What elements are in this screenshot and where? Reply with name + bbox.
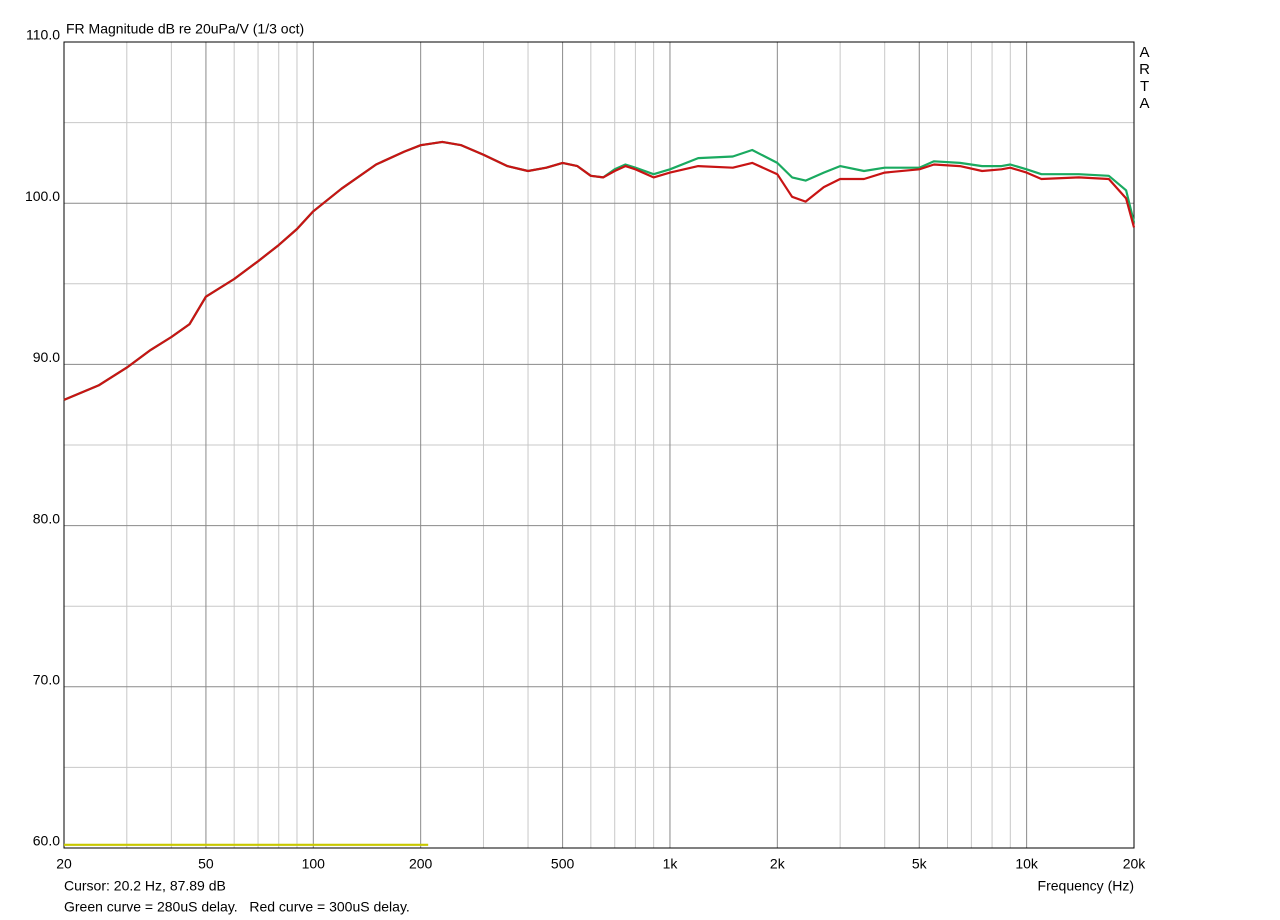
x-tick-label: 2k: [770, 856, 786, 872]
y-tick-label: 90.0: [33, 349, 60, 365]
y-tick-label: 100.0: [25, 188, 60, 204]
chart-title: FR Magnitude dB re 20uPa/V (1/3 oct): [66, 21, 304, 37]
x-tick-label: 1k: [663, 856, 679, 872]
cursor-readout: Cursor: 20.2 Hz, 87.89 dB: [64, 878, 226, 894]
x-tick-label: 50: [198, 856, 214, 872]
y-tick-label: 70.0: [33, 672, 60, 688]
x-tick-label: 200: [409, 856, 433, 872]
x-tick-label: 20: [56, 856, 72, 872]
x-tick-label: 100: [302, 856, 326, 872]
curve-note: Green curve = 280uS delay. Red curve = 3…: [64, 899, 410, 915]
brand: ARTA: [1136, 44, 1153, 112]
x-tick-label: 5k: [912, 856, 928, 872]
curve: [63, 140, 1136, 401]
x-tick-label: 20k: [1123, 856, 1147, 872]
y-tick-label: 60.0: [33, 833, 60, 849]
y-tick-label: 110.0: [26, 27, 60, 43]
x-tick-label: 500: [551, 856, 575, 872]
curve: [63, 140, 1136, 401]
x-axis-label: Frequency (Hz): [1038, 878, 1134, 894]
y-tick-label: 80.0: [33, 510, 60, 526]
x-tick-label: 10k: [1015, 856, 1039, 872]
plot-frame: [63, 41, 1135, 849]
